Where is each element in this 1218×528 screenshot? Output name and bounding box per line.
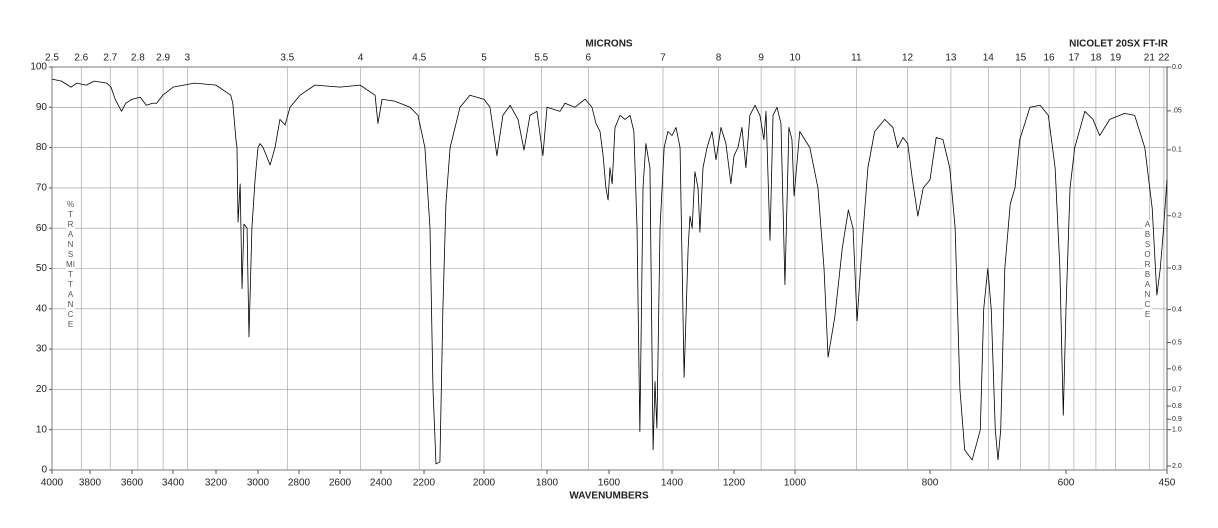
y2-tick-label: 0.6 [1172,366,1182,373]
y-tick-label: 90 [36,102,48,113]
x-tick-label: 2200 [413,478,436,489]
y-tick-label: 60 [36,223,48,234]
x2-tick-label: 18 [1090,53,1102,64]
x2-tick-label: 2.8 [131,53,145,64]
x2-tick-label: 15 [1015,53,1027,64]
x2-tick-label: 5.5 [534,53,548,64]
y-tick-label: 80 [36,142,48,153]
x-tick-label: 2000 [473,478,496,489]
y2-tick-label: 0.2 [1172,213,1182,220]
x2-tick-label: 4 [358,53,364,64]
spectrum-line [51,78,1168,465]
y-tick-label: 0 [41,465,47,476]
x-tick-label: 1800 [536,478,559,489]
x2-tick-label: 16 [1043,53,1055,64]
x-tick-label: 1600 [598,478,621,489]
x-tick-label: 1200 [723,478,746,489]
chart-title: NICOLET 20SX FT-IR [1069,39,1169,50]
y2-tick-label: 0.3 [1172,265,1182,272]
x2-tick-label: 13 [945,53,957,64]
x-tick-label: 4000 [41,478,64,489]
x-tick-label: 2600 [329,478,352,489]
x2-tick-label: 2.9 [156,53,170,64]
y2-tick-label: .05 [1172,108,1182,115]
x-tick-label: 3200 [205,478,228,489]
y2-tick-label: 0.5 [1172,339,1182,346]
y2-tick-label: 0.0 [1172,64,1182,71]
x2-tick-label: 21 [1144,53,1156,64]
y-tick-label: 70 [36,183,48,194]
x-tick-label: 3600 [121,478,144,489]
x-tick-label: 3000 [247,478,270,489]
x-tick-label: 1400 [661,478,684,489]
top-axis-title: MICRONS [585,39,633,50]
y2-tick-label: 1.0 [1172,427,1182,434]
x2-tick-label: 5 [481,53,487,64]
x-tick-label: 1000 [784,478,807,489]
x-tick-label: 3400 [162,478,185,489]
x2-tick-label: 11 [851,53,862,64]
x2-tick-label: 8 [716,53,722,64]
x-tick-label: 450 [1159,478,1176,489]
x2-tick-label: 9 [758,53,764,64]
x2-tick-label: 4.5 [412,53,426,64]
x2-tick-label: 3 [185,53,191,64]
x-axis-title: WAVENUMBERS [569,491,649,502]
x-tick-label: 800 [922,478,939,489]
x2-tick-label: 3.5 [280,53,294,64]
x-tick-label: 2400 [370,478,393,489]
x2-tick-label: 6 [586,53,592,64]
x-tick-label: 2800 [288,478,311,489]
y2-tick-label: 2.0 [1172,463,1182,470]
y-tick-label: 40 [36,303,48,314]
y-axis-title: %TRANSMITTANCE [66,200,75,330]
y-tick-label: 100 [30,62,47,73]
y2-tick-label: 0.4 [1172,306,1182,313]
y-tick-label: 50 [36,263,48,274]
x2-tick-label: 2.5 [45,53,59,64]
x2-tick-label: 10 [789,53,801,64]
x2-tick-label: 14 [983,53,995,64]
y-tick-label: 20 [36,384,48,395]
x2-tick-label: 7 [660,53,666,64]
y2-tick-label: 0.8 [1172,403,1182,410]
x2-tick-label: 2.7 [103,53,117,64]
y2-axis-title: ABSORBANCE [1143,220,1152,320]
x2-tick-label: 22 [1158,53,1170,64]
y2-tick-label: 0.1 [1172,147,1182,154]
x-tick-label: 3800 [79,478,102,489]
x-tick-label: 600 [1058,478,1075,489]
y2-tick-label: 0.7 [1172,386,1182,393]
y-tick-label: 30 [36,344,48,355]
x2-tick-label: 12 [902,53,914,64]
x2-tick-label: 2.6 [74,53,88,64]
x2-tick-label: 19 [1110,53,1122,64]
x2-tick-label: 17 [1068,53,1080,64]
y-tick-label: 10 [36,424,48,435]
y2-tick-label: 0.9 [1172,416,1182,423]
